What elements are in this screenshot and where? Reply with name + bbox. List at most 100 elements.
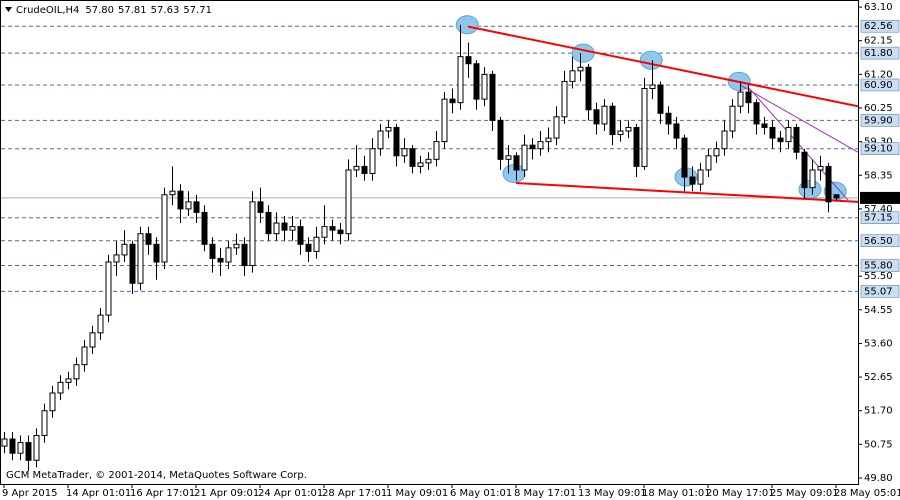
x-tick-label: 21 Apr 09:01 xyxy=(194,488,259,499)
candle-body xyxy=(297,226,304,245)
candle-body xyxy=(345,169,352,235)
candle-body xyxy=(241,243,248,267)
y-tick-label: 49.80 xyxy=(864,473,893,484)
candle-body xyxy=(65,378,72,383)
candle-body xyxy=(441,98,448,143)
level-label: 57.15 xyxy=(864,213,893,224)
candle-body xyxy=(321,226,328,238)
y-tick-label: 51.70 xyxy=(864,406,893,417)
x-tick-label: 28 May 05:01 xyxy=(834,488,900,499)
x-tick-label: 25 May 09:01 xyxy=(770,488,839,499)
y-tick-label: 57.40 xyxy=(864,204,893,215)
candle-body xyxy=(425,158,432,164)
level-label: 62.56 xyxy=(864,21,893,32)
y-tick-label: 53.60 xyxy=(864,338,893,349)
candle-body xyxy=(665,112,672,125)
candle-body xyxy=(41,410,48,436)
candle-body xyxy=(641,88,648,167)
trendline xyxy=(515,182,858,203)
trendline xyxy=(467,25,858,108)
candle-body xyxy=(673,123,680,139)
candle-body xyxy=(305,243,312,252)
candle-body xyxy=(113,254,120,263)
candle-body xyxy=(577,66,584,72)
level-box xyxy=(860,46,900,60)
candle-body xyxy=(121,243,128,256)
candle-body xyxy=(513,155,520,171)
candle-body xyxy=(753,102,760,125)
collapse-icon xyxy=(5,7,12,12)
candle-body xyxy=(721,130,728,150)
candle-body xyxy=(57,381,64,394)
candle-body xyxy=(457,56,464,104)
candle-body xyxy=(505,155,512,160)
level-label: 59.10 xyxy=(864,144,893,155)
y-tick-label: 50.75 xyxy=(864,439,893,450)
x-tick-label: 6 May 01:01 xyxy=(450,488,512,499)
y-tick-label: 58.35 xyxy=(864,170,893,181)
candle-body xyxy=(33,434,40,461)
symbol: CrudeOIL,H4 xyxy=(16,5,79,16)
candle-body xyxy=(745,91,752,104)
candle-body xyxy=(833,194,840,199)
candle-body xyxy=(481,73,488,100)
marker xyxy=(571,43,595,63)
candle-body xyxy=(249,201,256,267)
candle-body xyxy=(161,194,168,263)
quote: 57.81 xyxy=(118,5,147,16)
candle-body xyxy=(185,201,192,210)
candle-body xyxy=(473,63,480,100)
level-box xyxy=(860,142,900,155)
y-tick-label: 63.10 xyxy=(864,2,893,13)
candle-body xyxy=(129,243,136,284)
trendline xyxy=(739,84,858,153)
y-tick-label: 52.65 xyxy=(864,372,893,383)
x-tick-label: 16 Apr 17:01 xyxy=(130,488,195,499)
level-box xyxy=(860,285,900,298)
candle-body xyxy=(145,233,152,245)
x-tick-label: 14 Apr 01:01 xyxy=(66,488,131,499)
quote: 57.80 xyxy=(85,5,114,16)
footer: GCM MetaTrader, © 2001-2014, MetaQuotes … xyxy=(6,470,307,481)
candle-body xyxy=(561,80,568,118)
level-label: 56.50 xyxy=(864,236,893,247)
candle-body xyxy=(9,438,16,454)
candle-body xyxy=(553,116,560,139)
candle-body xyxy=(537,141,544,150)
candle-body xyxy=(761,123,768,128)
x-tick-label: 24 Apr 01:01 xyxy=(258,488,323,499)
candle-body xyxy=(769,126,776,139)
candle-body xyxy=(233,243,240,249)
candle-body xyxy=(337,229,344,235)
candle-body xyxy=(681,137,688,178)
candle-body xyxy=(193,201,200,213)
x-tick-label: 9 Apr 2015 xyxy=(2,488,57,499)
candle-body xyxy=(385,126,392,132)
plot-frame xyxy=(0,0,859,485)
candle-body xyxy=(313,236,320,252)
candle-body xyxy=(89,332,96,348)
level-box xyxy=(860,78,900,92)
level-box xyxy=(860,114,900,127)
candle-body xyxy=(177,190,184,210)
candle-body xyxy=(521,144,528,171)
candle-body xyxy=(329,226,336,231)
candle-body xyxy=(409,148,416,167)
candle-body xyxy=(737,91,744,107)
candle-body xyxy=(97,314,104,334)
candle-body xyxy=(17,442,24,454)
candle-body xyxy=(657,84,664,114)
candle-body xyxy=(281,222,288,231)
candle-body xyxy=(361,165,368,174)
current-price-label: 57.71 xyxy=(864,193,893,204)
candle-body xyxy=(465,56,472,65)
level-box xyxy=(860,234,900,248)
candle-body xyxy=(489,73,496,121)
y-tick-label: 62.15 xyxy=(864,36,893,47)
x-tick-label: 18 May 01:01 xyxy=(642,488,711,499)
marker xyxy=(455,15,479,35)
candle-body xyxy=(73,364,80,380)
candle-body xyxy=(273,222,280,235)
